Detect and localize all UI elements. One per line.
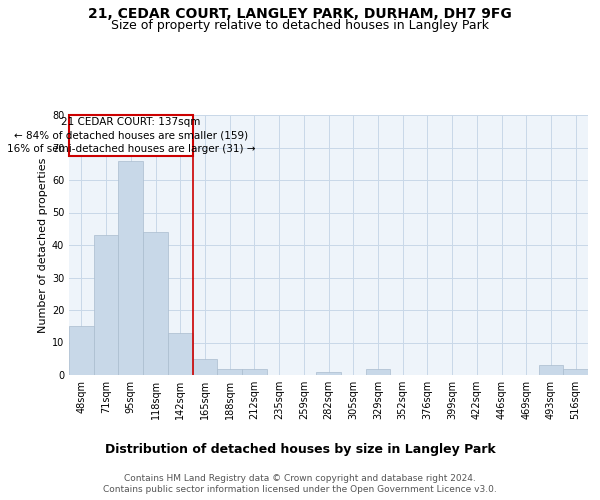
Bar bbox=[143, 232, 168, 375]
Text: Size of property relative to detached houses in Langley Park: Size of property relative to detached ho… bbox=[111, 19, 489, 32]
Bar bbox=[217, 368, 242, 375]
Bar bbox=[193, 359, 217, 375]
Bar bbox=[168, 333, 193, 375]
Y-axis label: Number of detached properties: Number of detached properties bbox=[38, 158, 47, 332]
Bar bbox=[365, 368, 390, 375]
Text: 21 CEDAR COURT: 137sqm: 21 CEDAR COURT: 137sqm bbox=[61, 117, 200, 127]
Bar bbox=[118, 160, 143, 375]
Text: Distribution of detached houses by size in Langley Park: Distribution of detached houses by size … bbox=[104, 442, 496, 456]
Text: 16% of semi-detached houses are larger (31) →: 16% of semi-detached houses are larger (… bbox=[7, 144, 255, 154]
Bar bbox=[94, 236, 118, 375]
Bar bbox=[563, 368, 588, 375]
Bar bbox=[316, 372, 341, 375]
Bar bbox=[539, 365, 563, 375]
Text: 21, CEDAR COURT, LANGLEY PARK, DURHAM, DH7 9FG: 21, CEDAR COURT, LANGLEY PARK, DURHAM, D… bbox=[88, 8, 512, 22]
Bar bbox=[69, 326, 94, 375]
Text: Contains public sector information licensed under the Open Government Licence v3: Contains public sector information licen… bbox=[103, 485, 497, 494]
Text: ← 84% of detached houses are smaller (159): ← 84% of detached houses are smaller (15… bbox=[14, 130, 248, 140]
Bar bbox=[242, 368, 267, 375]
Text: Contains HM Land Registry data © Crown copyright and database right 2024.: Contains HM Land Registry data © Crown c… bbox=[124, 474, 476, 483]
FancyBboxPatch shape bbox=[69, 115, 193, 156]
